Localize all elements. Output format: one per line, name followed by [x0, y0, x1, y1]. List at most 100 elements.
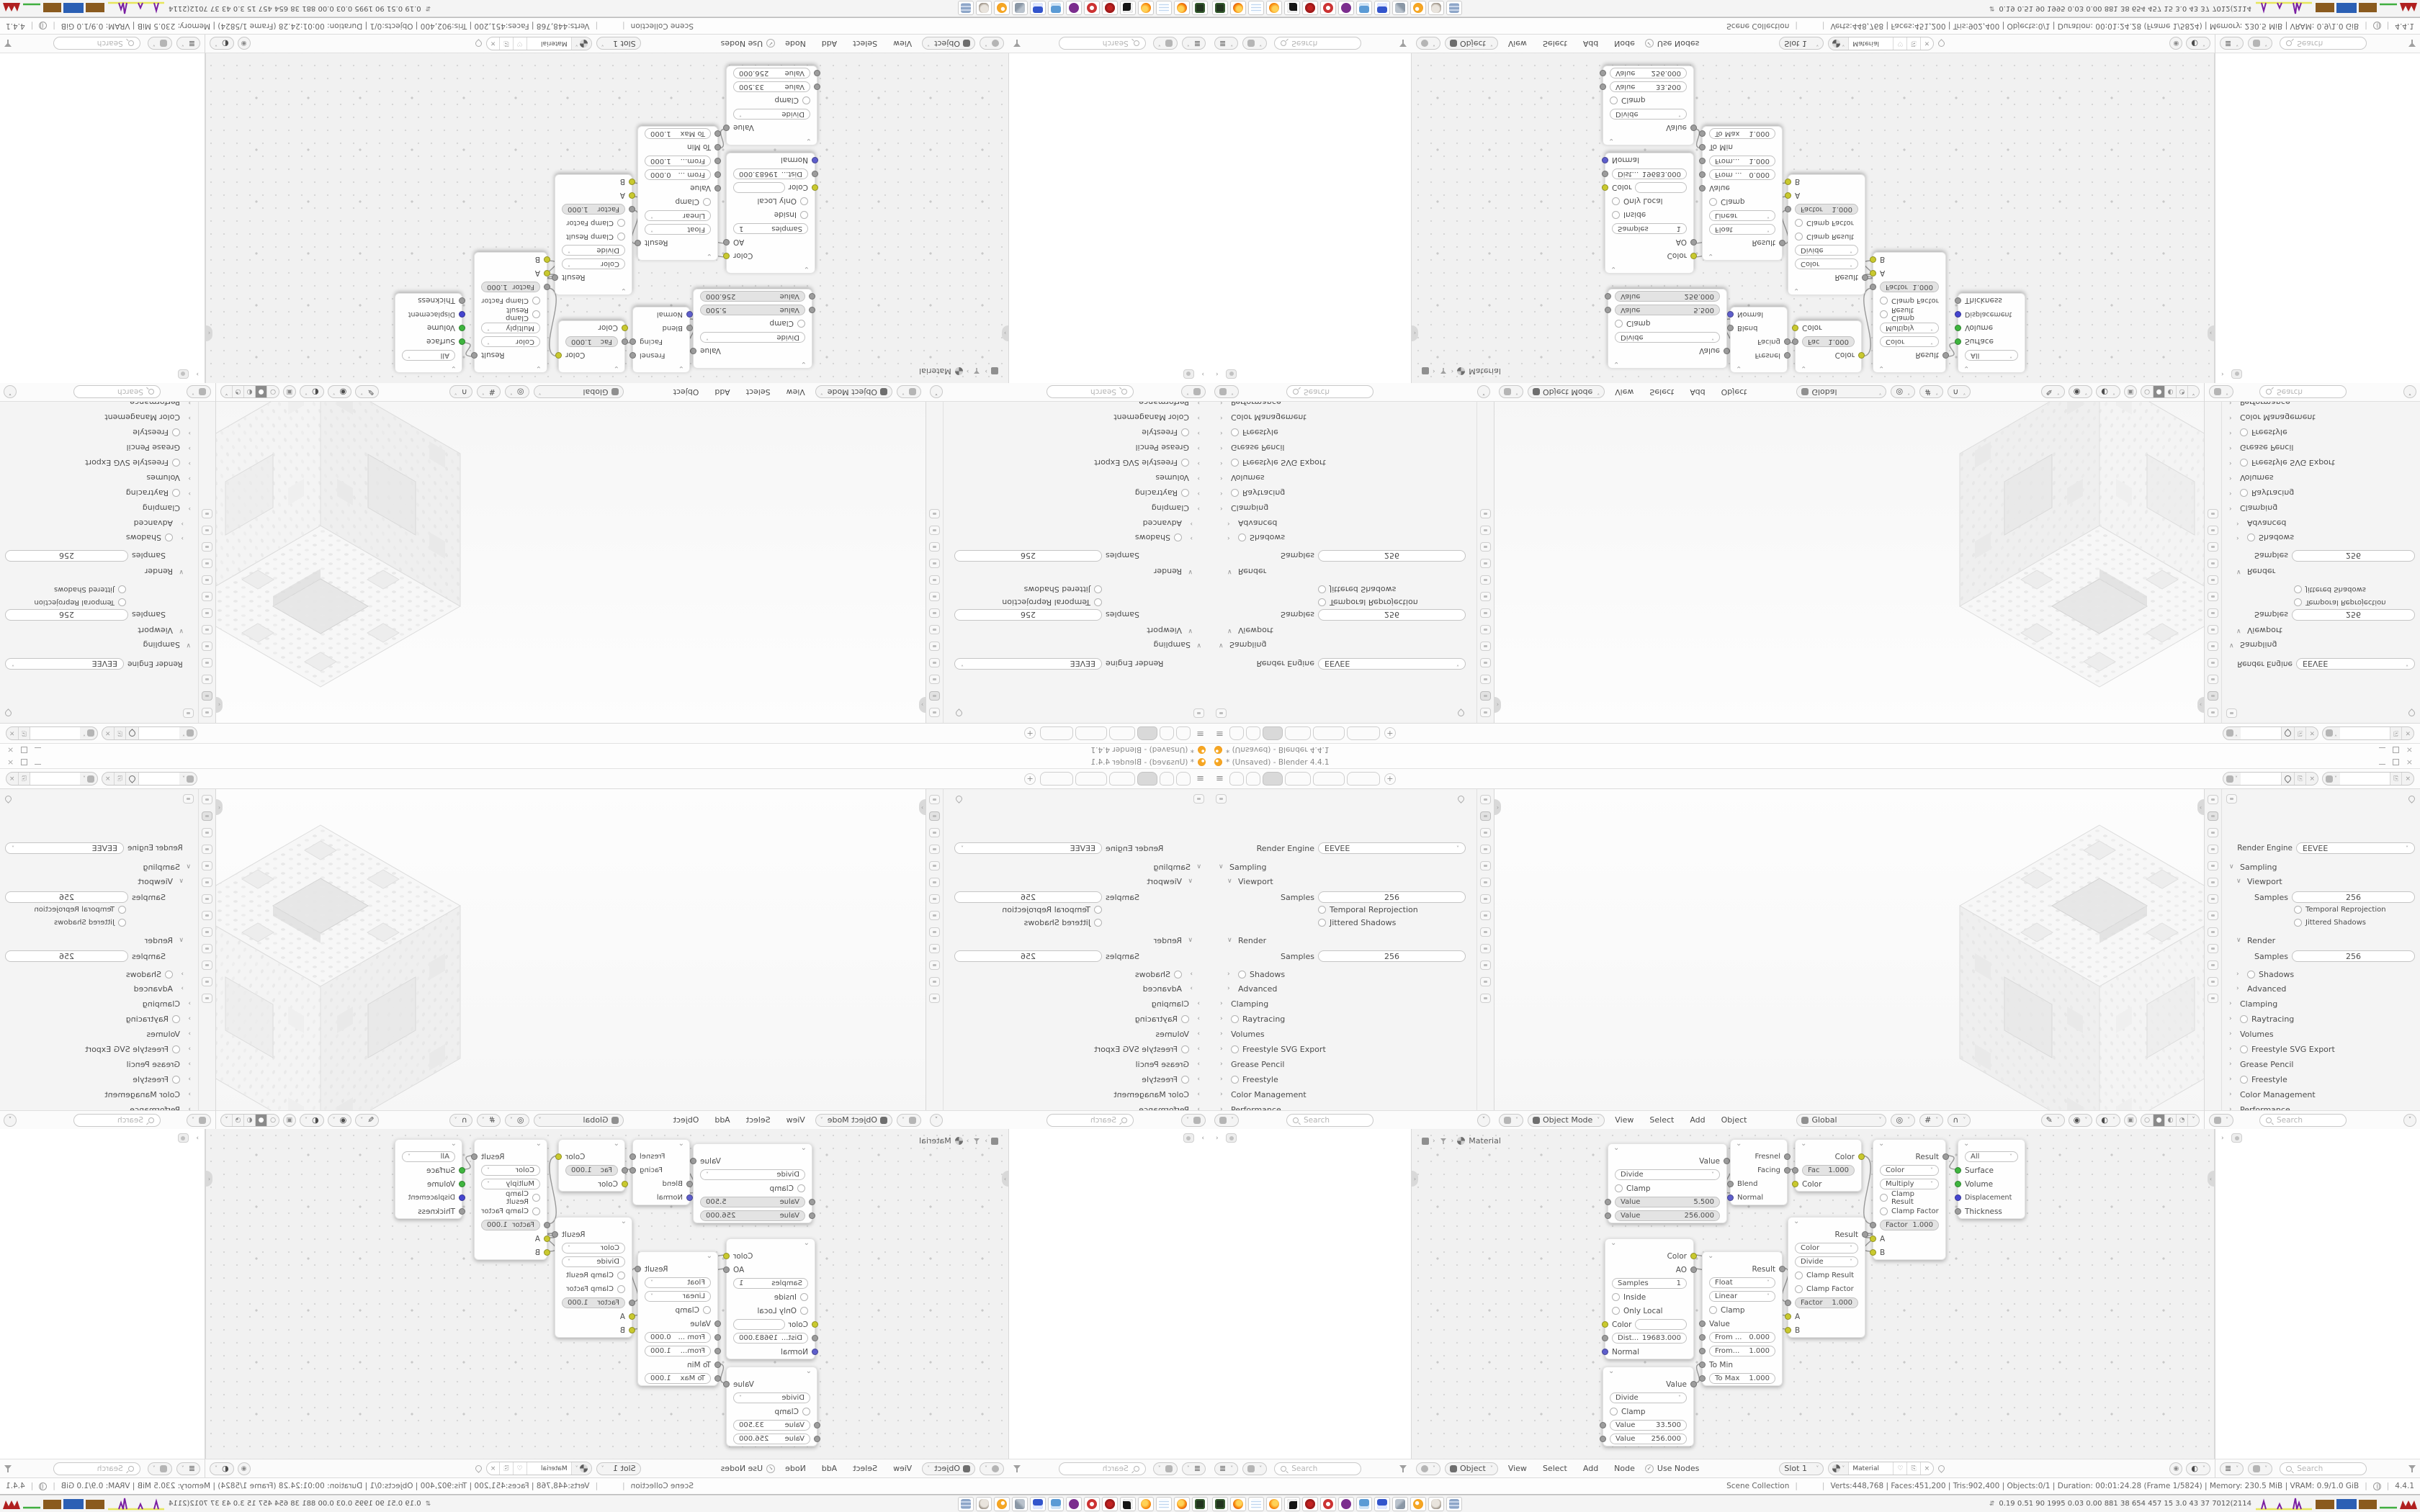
pin-icon[interactable]	[1456, 793, 1466, 804]
shadows-checkbox[interactable]	[165, 534, 173, 542]
input-socket[interactable]	[1955, 1181, 1961, 1187]
proportional-edit-dropdown[interactable]: ∩ ˅	[449, 385, 472, 399]
section-row[interactable]: Raytracing	[2251, 488, 2295, 498]
toolbar-toggle-icon[interactable]: ›	[1494, 697, 1501, 713]
input-socket[interactable]	[1955, 1167, 1961, 1174]
input-socket[interactable]	[629, 1313, 635, 1320]
inside-checkbox[interactable]	[1612, 211, 1620, 219]
node-header[interactable]	[559, 362, 624, 372]
input-socket[interactable]	[1699, 130, 1706, 137]
clamp-factor-checkbox[interactable]	[1880, 1207, 1888, 1215]
unlink-material-button[interactable]: ×	[486, 37, 501, 50]
value-field[interactable]: Value 256.000	[1615, 1210, 1720, 1221]
node-menu[interactable]: Node	[785, 39, 806, 48]
freestyle-svg-checkbox[interactable]	[1231, 1045, 1239, 1053]
slot-dropdown[interactable]: Slot 1 ˅	[1779, 1462, 1824, 1475]
shading-options-icon[interactable]: ˅	[2187, 1114, 2199, 1126]
node-header[interactable]	[633, 362, 689, 372]
app-inkscape-icon[interactable]	[1120, 1496, 1136, 1511]
raytracing-checkbox[interactable]	[1231, 1014, 1239, 1023]
output-socket[interactable]	[629, 338, 636, 345]
modifiers-tab-icon[interactable]	[929, 911, 940, 920]
section-row[interactable]: Freestyle	[2251, 1074, 2287, 1084]
clamp-checkbox[interactable]	[1610, 96, 1618, 104]
app-blender-icon[interactable]	[994, 1, 1010, 16]
section-row[interactable]: Grease Pencil	[1231, 443, 1285, 453]
shader-editor[interactable]: › › Material › ‹	[1412, 1129, 2215, 1477]
display-mode-dropdown[interactable]: ≣ ˅	[176, 1462, 200, 1475]
app-gimp-icon[interactable]	[976, 1, 992, 16]
pivot-point-dropdown[interactable]: ◎ ˅	[504, 1113, 529, 1127]
pin-icon[interactable]	[1456, 708, 1466, 719]
add-menu[interactable]: Add	[714, 387, 730, 397]
editor-type-button[interactable]: ˅	[897, 1113, 921, 1127]
snap-mode-dropdown[interactable]: ◐ ˅	[2186, 1462, 2210, 1475]
unlink-scene-button[interactable]: ×	[102, 727, 115, 739]
add-menu[interactable]: Add	[821, 39, 838, 48]
input-socket[interactable]	[1792, 325, 1798, 331]
input-socket[interactable]	[544, 284, 550, 290]
clamp-result-checkbox[interactable]	[532, 310, 540, 318]
rendered-shading-icon[interactable]: ◔	[2176, 386, 2187, 398]
input-socket[interactable]	[1602, 171, 1608, 177]
unlink-material-button[interactable]: ×	[486, 1462, 501, 1475]
new-viewlayer-button[interactable]: ⎘	[2390, 727, 2402, 739]
toolbar-toggle-icon[interactable]: ›	[919, 697, 926, 713]
raytracing-checkbox[interactable]	[2240, 489, 2248, 498]
to-max-field[interactable]: To Max 1.000	[645, 1373, 711, 1384]
material-shading-icon[interactable]: ◐	[2164, 386, 2176, 398]
view-menu[interactable]: View	[893, 1464, 913, 1473]
section-row[interactable]: Grease Pencil	[1135, 1059, 1189, 1069]
app-display-icon[interactable]	[1048, 1, 1064, 16]
use-nodes-checkbox[interactable]: ✓ Use Nodes	[1644, 1464, 1699, 1473]
output-tab-icon[interactable]	[929, 675, 940, 684]
input-socket[interactable]	[686, 1181, 693, 1187]
factor-field[interactable]: Factor 1.000	[1880, 1220, 1939, 1230]
use-nodes-checkbox[interactable]: ✓ Use Nodes	[721, 1464, 776, 1473]
section-row[interactable]: Freestyle SVG Export	[1094, 458, 1178, 468]
toolbar-toggle-icon[interactable]: ›	[1412, 1171, 1418, 1187]
shader-mode-dropdown[interactable]: Object ˅	[922, 37, 975, 50]
overlays-toggle[interactable]: ◐ ˅	[2096, 1113, 2120, 1127]
input-socket[interactable]	[1600, 1422, 1606, 1428]
section-row[interactable]: Advanced	[1142, 984, 1182, 994]
tool-tab-icon[interactable]	[929, 795, 940, 804]
raytracing-checkbox[interactable]	[1181, 1014, 1189, 1023]
constraints-tab-icon[interactable]	[1480, 960, 1491, 970]
render-samples-field[interactable]: 256	[1318, 950, 1466, 962]
scene-selector[interactable]: ˅ ⎘ ×	[102, 772, 197, 786]
scene-tab-icon[interactable]	[202, 861, 212, 870]
remove-viewlayer-button[interactable]: ×	[6, 773, 19, 785]
value-field[interactable]: Value 33.500	[1610, 1420, 1687, 1431]
outliner-item[interactable]: ›	[1216, 369, 1237, 379]
material-output-node[interactable]: All˅ Surface Volume Displacement Thickne…	[395, 293, 465, 373]
section-row[interactable]: Advanced	[2247, 984, 2287, 994]
pivot-point-dropdown[interactable]: ◎ ˅	[1891, 385, 1916, 399]
input-socket[interactable]	[629, 192, 635, 199]
output-socket[interactable]	[471, 352, 478, 359]
output-socket[interactable]	[1690, 253, 1697, 259]
window-titlebar[interactable]: * (Unsaved) - Blender 4.4.1 ×	[1210, 743, 2420, 756]
app-gear-red2-icon[interactable]	[1320, 1, 1336, 16]
output-socket[interactable]	[1690, 125, 1697, 131]
select-menu[interactable]: Select	[1542, 1464, 1567, 1473]
value-field[interactable]: Value 33.500	[733, 1420, 810, 1431]
particles-tab-icon[interactable]	[1480, 927, 1491, 937]
editor-type-button[interactable]: ˅	[1181, 1113, 1206, 1127]
filter-funnel-icon[interactable]	[1013, 40, 1021, 48]
section-viewport[interactable]: Viewport	[1238, 626, 1273, 636]
input-socket[interactable]	[629, 1327, 635, 1333]
menu-hamburger-icon[interactable]: ≡	[1216, 728, 1224, 739]
menger-cube-object[interactable]	[180, 824, 461, 1140]
input-socket[interactable]	[686, 325, 693, 331]
constraints-tab-icon[interactable]	[2208, 960, 2218, 970]
inside-checkbox[interactable]	[800, 1293, 808, 1301]
maximize-button[interactable]	[2392, 747, 2399, 753]
modifiers-tab-icon[interactable]	[929, 592, 940, 601]
viewlayer-name-field[interactable]	[2340, 773, 2390, 785]
input-socket[interactable]	[459, 297, 465, 304]
transform-orientation-dropdown[interactable]: Global ˅	[1796, 385, 1887, 399]
section-row[interactable]: Shadows	[2259, 533, 2295, 543]
freestyle-checkbox[interactable]	[1181, 1075, 1189, 1084]
snap-toggle-icon[interactable]: ◉	[2169, 37, 2183, 50]
